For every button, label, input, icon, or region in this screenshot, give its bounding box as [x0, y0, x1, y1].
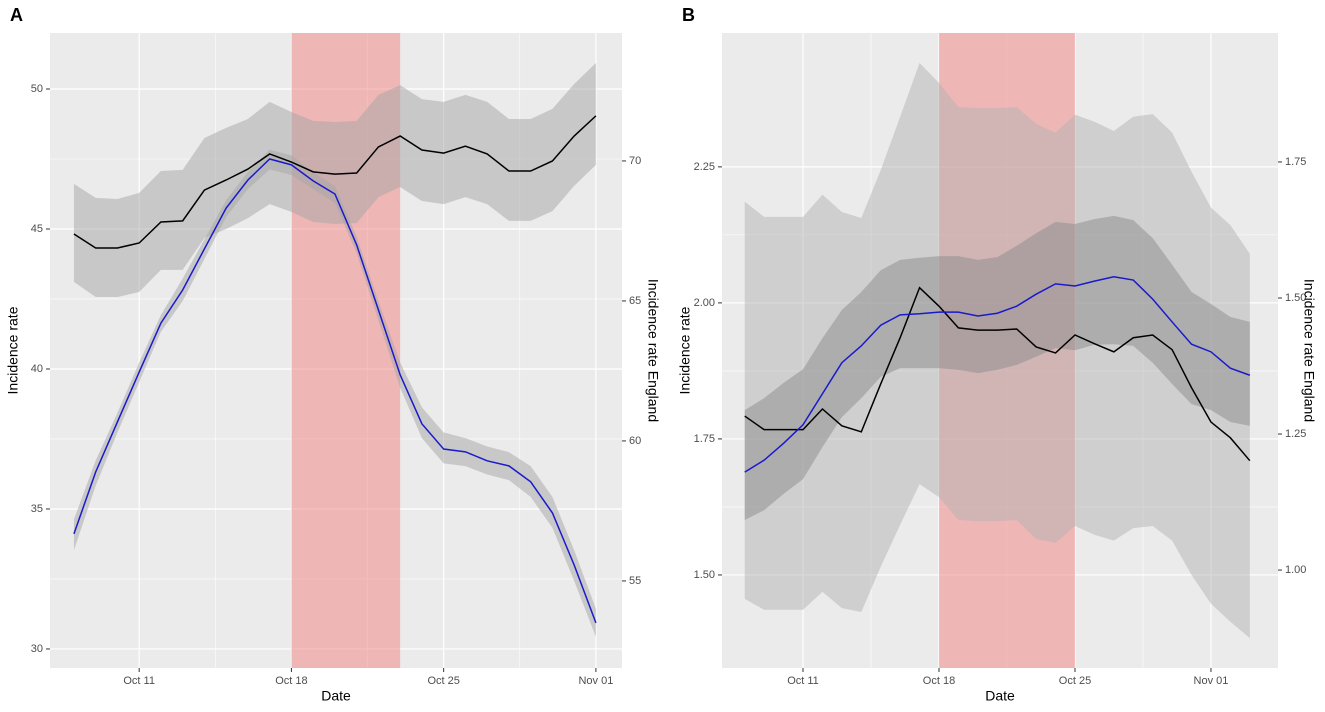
y-tick-label: 30: [31, 643, 43, 655]
x-axis-title: Date: [321, 688, 351, 704]
x-tick-label: Nov 01: [1194, 675, 1229, 687]
y-tick-label: 40: [31, 363, 43, 375]
y-tick-label: 50: [31, 83, 43, 95]
x-tick-label: Oct 25: [1059, 675, 1091, 687]
x-tick-label: Nov 01: [578, 675, 613, 687]
x-tick-label: Oct 11: [123, 675, 155, 687]
y-tick-label: 2.00: [694, 297, 715, 309]
y2-tick-label: 1.50: [1285, 292, 1306, 304]
y2-tick-label: 1.25: [1285, 428, 1306, 440]
line: [73, 115, 597, 249]
y-tick-label: 45: [31, 223, 43, 235]
x-axis-title: Date: [985, 688, 1015, 704]
y2-tick-label: 55: [629, 575, 641, 587]
x-tick-label: Oct 18: [275, 675, 307, 687]
y2-tick-label: 65: [629, 295, 641, 307]
y-tick-label: 35: [31, 503, 43, 515]
line: [744, 286, 1251, 462]
x-tick-label: Oct 11: [787, 675, 819, 687]
y2-axis-title: Incidence rate England: [1301, 279, 1317, 422]
x-tick-label: Oct 25: [427, 675, 459, 687]
y2-tick-label: 1.75: [1285, 156, 1306, 168]
y-tick-label: 1.50: [694, 569, 715, 581]
panel-label: B: [682, 5, 695, 25]
y2-tick-label: 1.00: [1285, 564, 1306, 576]
y2-tick-label: 70: [629, 155, 641, 167]
y-axis-title: Incidence rate: [677, 306, 693, 394]
line: [73, 158, 597, 624]
y-tick-label: 1.75: [694, 433, 715, 445]
y2-axis-title: Incidence rate England: [645, 279, 661, 422]
confidence-band: [73, 62, 596, 298]
confidence-band: [744, 215, 1250, 520]
x-tick-label: Oct 18: [923, 675, 955, 687]
y-axis-title: Incidence rate: [5, 306, 21, 394]
y-tick-label: 2.25: [694, 161, 715, 173]
line: [744, 276, 1251, 473]
y2-tick-label: 60: [629, 435, 641, 447]
panel-label: A: [10, 5, 23, 25]
